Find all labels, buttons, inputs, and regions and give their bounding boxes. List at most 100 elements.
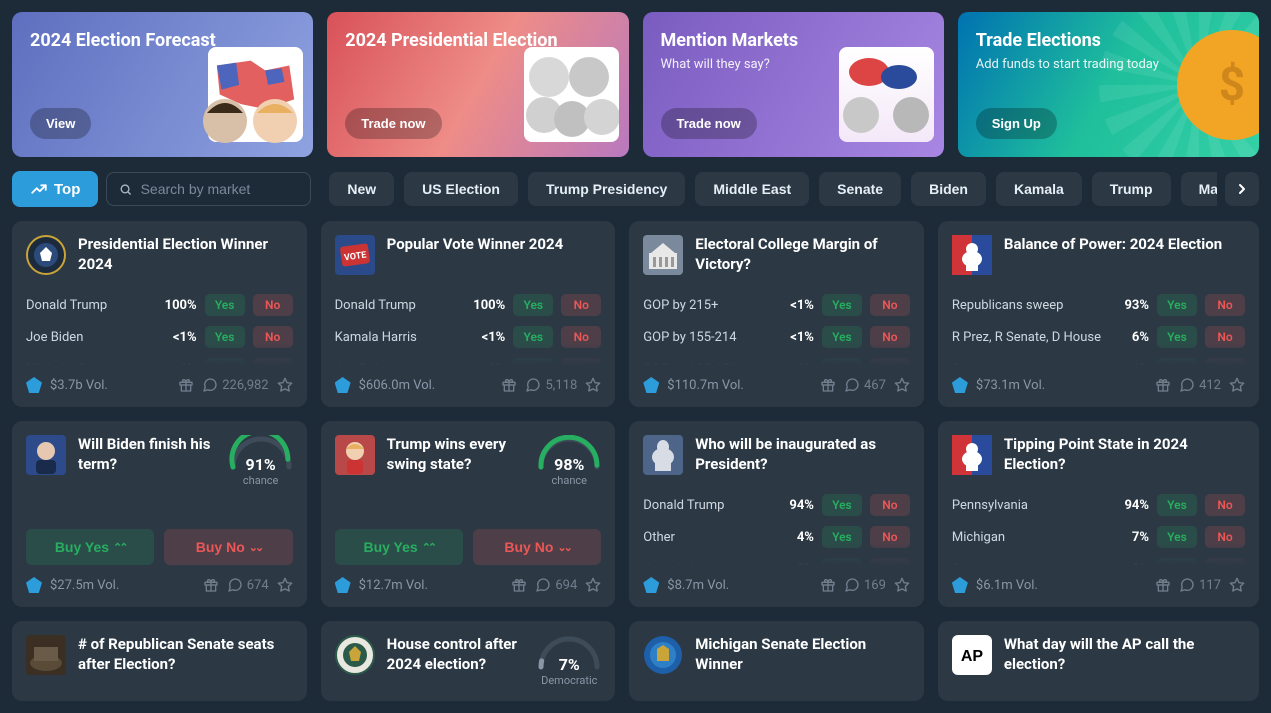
outcome-yes-button[interactable]: Yes — [205, 294, 245, 316]
outcome-yes-button[interactable]: Yes — [513, 358, 553, 365]
outcome-name: GOP by 215+ — [643, 298, 766, 313]
outcome-yes-button[interactable]: Yes — [822, 494, 862, 516]
outcome-no-button[interactable]: No — [870, 294, 910, 316]
market-card[interactable]: AP What day will the AP call the electio… — [938, 621, 1259, 701]
outcome-no-button[interactable]: No — [1205, 326, 1245, 348]
outcome-no-button[interactable]: No — [870, 358, 910, 365]
star-icon[interactable] — [1229, 377, 1245, 393]
gift-icon[interactable] — [511, 577, 527, 593]
comment-icon[interactable]: 467 — [844, 377, 886, 393]
outcome-yes-button[interactable]: Yes — [513, 326, 553, 348]
search-input[interactable] — [141, 181, 299, 197]
gift-icon[interactable] — [178, 377, 194, 393]
outcome-no-button[interactable]: No — [253, 294, 293, 316]
market-card[interactable]: Presidential Election Winner 2024 Donald… — [12, 221, 307, 407]
outcome-yes-button[interactable]: Yes — [822, 526, 862, 548]
comment-icon[interactable]: 117 — [1179, 577, 1221, 593]
comment-icon[interactable]: 412 — [1179, 377, 1221, 393]
outcome-no-button[interactable]: No — [1205, 558, 1245, 565]
gift-icon[interactable] — [501, 377, 517, 393]
gift-icon[interactable] — [1155, 577, 1171, 593]
outcome-yes-button[interactable]: Yes — [205, 326, 245, 348]
hero-cta-button[interactable]: View — [30, 108, 91, 139]
market-card[interactable]: Who will be inaugurated as President? Do… — [629, 421, 924, 607]
outcome-no-button[interactable]: No — [870, 494, 910, 516]
buy-no-button[interactable]: Buy No ⌄⌄ — [164, 529, 292, 565]
top-filter-button[interactable]: Top — [12, 171, 98, 207]
hero-card[interactable]: Mention Markets What will they say? Trad… — [643, 12, 944, 157]
market-card[interactable]: # of Republican Senate seats after Elect… — [12, 621, 307, 701]
outcome-yes-button[interactable]: Yes — [822, 326, 862, 348]
filter-chip[interactable]: Middle East — [695, 172, 809, 206]
gift-icon[interactable] — [1155, 377, 1171, 393]
outcome-yes-button[interactable]: Yes — [205, 358, 245, 365]
hero-cta-button[interactable]: Trade now — [661, 108, 757, 139]
outcome-yes-button[interactable]: Yes — [822, 358, 862, 365]
market-card[interactable]: Will Biden finish his term? 91% chance B… — [12, 421, 307, 607]
star-icon[interactable] — [894, 377, 910, 393]
outcome-no-button[interactable]: No — [1205, 294, 1245, 316]
outcome-yes-button[interactable]: Yes — [822, 558, 862, 565]
star-icon[interactable] — [585, 577, 601, 593]
outcome-no-button[interactable]: No — [870, 558, 910, 565]
outcome-yes-button[interactable]: Yes — [1157, 294, 1197, 316]
gift-icon[interactable] — [820, 577, 836, 593]
market-card[interactable]: Michigan Senate Election Winner — [629, 621, 924, 701]
star-icon[interactable] — [277, 577, 293, 593]
market-card[interactable]: Trump wins every swing state? 98% chance… — [321, 421, 616, 607]
buy-yes-button[interactable]: Buy Yes ⌃⌃ — [26, 529, 154, 565]
filter-chip[interactable]: US Election — [404, 172, 518, 206]
market-card[interactable]: Electoral College Margin of Victory? GOP… — [629, 221, 924, 407]
outcome-no-button[interactable]: No — [1205, 526, 1245, 548]
star-icon[interactable] — [1229, 577, 1245, 593]
market-card[interactable]: VOTE Popular Vote Winner 2024 Donald Tru… — [321, 221, 616, 407]
filter-chip[interactable]: Trump Presidency — [528, 172, 685, 206]
search-box[interactable] — [106, 172, 311, 206]
hero-card[interactable]: 2024 Presidential Election Trade now — [327, 12, 628, 157]
outcome-yes-button[interactable]: Yes — [1157, 358, 1197, 365]
comment-icon[interactable]: 169 — [844, 577, 886, 593]
outcome-no-button[interactable]: No — [1205, 494, 1245, 516]
outcome-yes-button[interactable]: Yes — [1157, 526, 1197, 548]
market-card[interactable]: Tipping Point State in 2024 Election? Pe… — [938, 421, 1259, 607]
outcome-yes-button[interactable]: Yes — [822, 294, 862, 316]
gift-icon[interactable] — [203, 577, 219, 593]
outcome-yes-button[interactable]: Yes — [1157, 494, 1197, 516]
gift-icon[interactable] — [820, 377, 836, 393]
filter-chip[interactable]: Biden — [911, 172, 986, 206]
pin-icon — [643, 577, 659, 593]
hero-cta-button[interactable]: Trade now — [345, 108, 441, 139]
chips-scroll-right-button[interactable] — [1225, 172, 1259, 206]
outcome-no-button[interactable]: No — [253, 358, 293, 365]
filter-chip[interactable]: Margin of — [1181, 172, 1217, 206]
outcome-yes-button[interactable]: Yes — [513, 294, 553, 316]
comment-icon[interactable]: 694 — [535, 577, 577, 593]
buy-yes-button[interactable]: Buy Yes ⌃⌃ — [335, 529, 463, 565]
outcome-no-button[interactable]: No — [253, 326, 293, 348]
comment-icon[interactable]: 226,982 — [202, 377, 268, 393]
star-icon[interactable] — [585, 377, 601, 393]
hero-card[interactable]: Trade Elections Add funds to start tradi… — [958, 12, 1259, 157]
outcome-no-button[interactable]: No — [561, 326, 601, 348]
outcome-yes-button[interactable]: Yes — [1157, 326, 1197, 348]
outcome-no-button[interactable]: No — [1205, 358, 1245, 365]
outcome-yes-button[interactable]: Yes — [1157, 558, 1197, 565]
filter-chip[interactable]: Senate — [819, 172, 901, 206]
filter-chip[interactable]: Kamala — [996, 172, 1082, 206]
hero-cta-button[interactable]: Sign Up — [976, 108, 1057, 139]
filter-chip[interactable]: Trump — [1092, 172, 1171, 206]
star-icon[interactable] — [894, 577, 910, 593]
market-card[interactable]: House control after 2024 election? 7% De… — [321, 621, 616, 701]
market-card[interactable]: Balance of Power: 2024 Election Republic… — [938, 221, 1259, 407]
hero-card[interactable]: 2024 Election Forecast View — [12, 12, 313, 157]
star-icon[interactable] — [277, 377, 293, 393]
buy-no-button[interactable]: Buy No ⌄⌄ — [473, 529, 601, 565]
outcome-no-button[interactable]: No — [870, 526, 910, 548]
outcome-no-button[interactable]: No — [870, 326, 910, 348]
filter-chip[interactable]: New — [329, 172, 394, 206]
outcome-pct: <1% — [157, 330, 197, 345]
outcome-no-button[interactable]: No — [561, 358, 601, 365]
outcome-no-button[interactable]: No — [561, 294, 601, 316]
comment-icon[interactable]: 5,118 — [525, 377, 577, 393]
comment-icon[interactable]: 674 — [227, 577, 269, 593]
